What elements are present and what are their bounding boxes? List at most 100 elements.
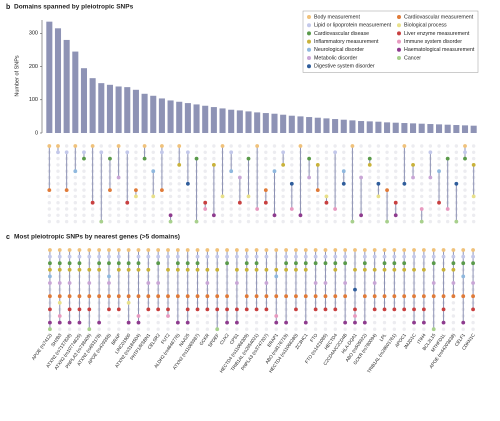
dot [67,248,72,252]
empty-dot [376,207,381,211]
empty-dot [445,213,450,217]
empty-dot [454,150,459,154]
empty-dot [238,163,242,167]
dot [333,248,338,252]
dot [264,294,269,299]
x-tick-label: FUT2 [160,332,171,345]
empty-dot [160,219,164,224]
dot [107,261,111,266]
dot [382,254,387,259]
dot [313,261,318,266]
empty-dot [402,207,407,211]
dot [57,254,62,259]
empty-dot [107,320,111,325]
dot [57,281,62,285]
empty-dot [186,213,190,217]
dot [303,248,308,252]
empty-dot [463,188,467,192]
empty-dot [420,163,424,167]
empty-dot [471,314,475,318]
empty-dot [177,169,181,173]
empty-dot [160,194,164,199]
dot [126,300,131,305]
x-tick-label: BRAP [110,333,121,346]
empty-dot [254,320,259,325]
dot [451,294,456,299]
dot [48,267,52,272]
dot [136,314,141,318]
empty-dot [254,327,259,331]
empty-dot [376,219,381,224]
dot [451,261,456,266]
dot [215,248,220,252]
dot [136,254,141,259]
empty-dot [422,327,426,331]
dot [461,254,466,259]
dot [307,156,312,161]
empty-dot [394,144,398,148]
legend-label: Metabolic disorder [314,55,358,61]
empty-dot [134,163,138,167]
empty-dot [402,219,407,224]
dot [289,207,294,211]
empty-dot [372,320,377,325]
dot [116,254,121,259]
dot [195,254,200,259]
empty-dot [420,150,424,154]
dot [87,327,92,332]
dot [254,254,259,259]
empty-dot [298,219,303,224]
empty-dot [264,213,268,217]
empty-dot [225,327,229,331]
dot [48,320,52,325]
empty-dot [212,144,216,148]
dot [428,175,433,180]
empty-dot [97,327,101,331]
empty-dot [151,150,155,154]
bar [262,113,269,133]
empty-dot [246,201,251,205]
empty-dot [342,156,346,161]
empty-dot [412,327,416,331]
empty-dot [229,182,233,186]
empty-dot [160,201,164,205]
empty-dot [281,219,285,224]
empty-dot [272,150,277,154]
dot [244,267,249,272]
empty-dot [420,169,424,173]
empty-dot [117,314,121,318]
empty-dot [73,219,78,224]
dot [237,200,242,205]
dot [48,261,52,266]
empty-dot [368,175,372,180]
dot [77,320,82,325]
dot [315,188,320,193]
empty-dot [56,207,60,211]
dot [437,200,441,205]
empty-dot [368,150,372,154]
dot [142,156,147,161]
empty-dot [77,327,82,331]
dot [90,200,95,205]
empty-dot [428,201,433,205]
empty-dot [108,150,112,154]
empty-dot [229,194,233,199]
dot [48,281,52,285]
bar [392,122,399,133]
empty-dot [64,201,69,205]
legend-swatch [307,56,311,60]
x-tick-label: ITIH4 [416,332,427,344]
y-tick-label: 300 [29,31,38,37]
empty-dot [324,188,329,192]
empty-dot [246,213,251,217]
empty-dot [333,219,337,224]
dot [205,248,210,252]
dot [412,294,416,299]
empty-dot [437,156,441,161]
empty-dot [313,320,318,325]
dot [385,219,389,224]
dot [313,307,318,312]
empty-dot [451,327,456,331]
empty-dot [186,219,190,224]
empty-dot [294,314,298,318]
